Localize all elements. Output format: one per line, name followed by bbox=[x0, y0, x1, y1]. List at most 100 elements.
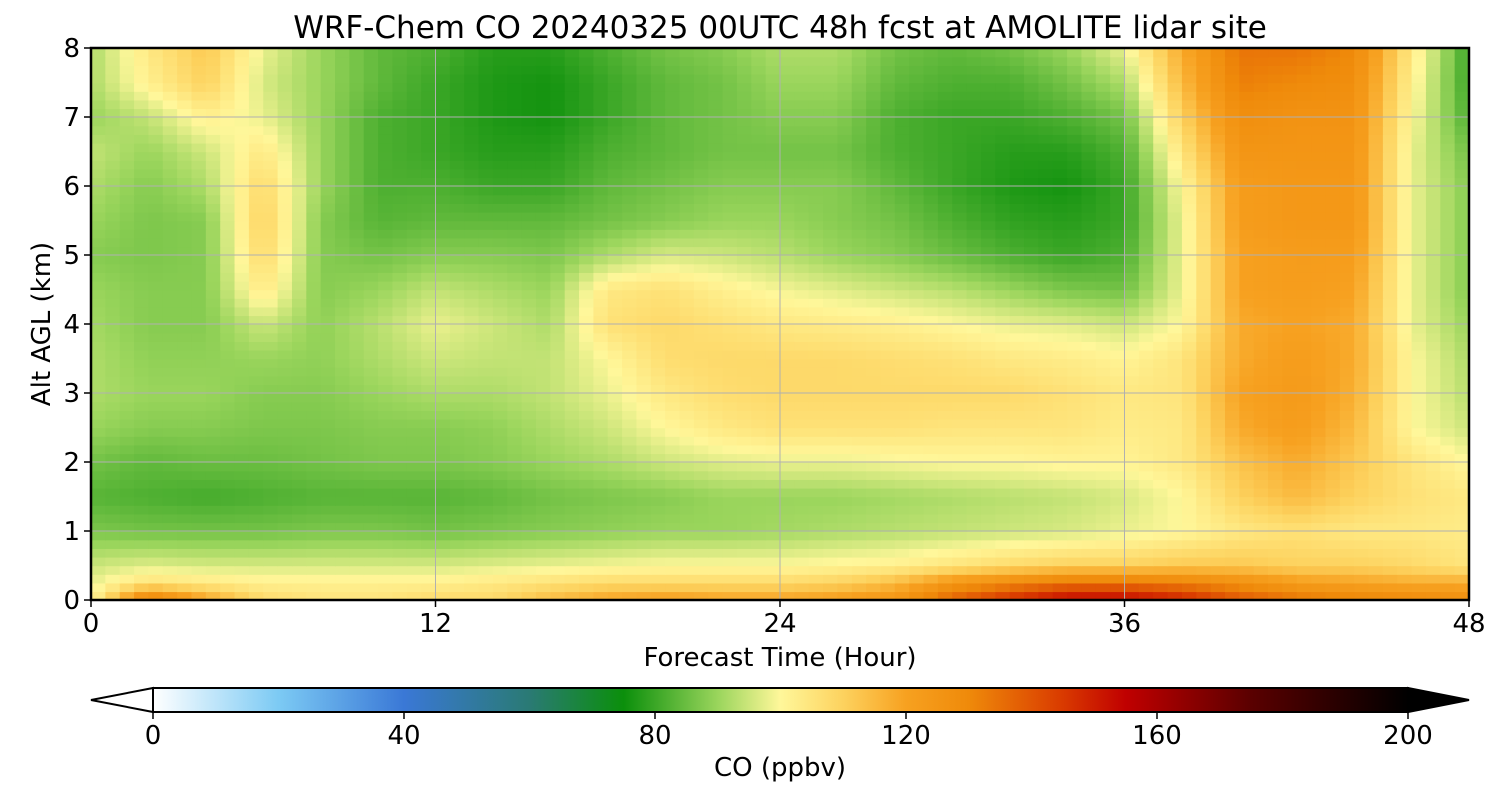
heatmap-cell bbox=[205, 479, 221, 489]
heatmap-cell bbox=[837, 151, 853, 161]
heatmap-cell bbox=[507, 436, 523, 446]
heatmap-cell bbox=[1052, 556, 1068, 567]
heatmap-cell bbox=[794, 548, 810, 558]
heatmap-cell bbox=[378, 591, 394, 600]
heatmap-cell bbox=[1339, 427, 1355, 437]
heatmap-cell bbox=[134, 367, 150, 377]
heatmap-cell bbox=[880, 479, 896, 489]
heatmap-cell bbox=[880, 306, 896, 317]
heatmap-cell bbox=[1081, 444, 1097, 455]
heatmap-cell bbox=[579, 582, 595, 593]
heatmap-cell bbox=[478, 315, 494, 325]
heatmap-cell bbox=[320, 531, 336, 541]
heatmap-cell bbox=[464, 479, 480, 489]
heatmap-cell bbox=[1268, 211, 1284, 222]
heatmap-cell bbox=[421, 444, 437, 455]
heatmap-cell bbox=[392, 384, 408, 394]
heatmap-cell bbox=[248, 280, 264, 291]
heatmap-cell bbox=[363, 548, 379, 558]
heatmap-cell bbox=[148, 211, 164, 222]
heatmap-cell bbox=[1153, 384, 1169, 394]
heatmap-cell bbox=[880, 280, 896, 291]
heatmap-cell bbox=[291, 531, 308, 541]
heatmap-cell bbox=[1239, 177, 1255, 187]
heatmap-cell bbox=[507, 160, 523, 170]
heatmap-cell bbox=[378, 151, 394, 161]
heatmap-cell bbox=[650, 393, 666, 403]
heatmap-cell bbox=[708, 418, 724, 429]
heatmap-cell bbox=[205, 358, 221, 368]
heatmap-cell bbox=[1009, 384, 1025, 394]
heatmap-cell bbox=[593, 177, 609, 187]
heatmap-cell bbox=[234, 444, 250, 455]
heatmap-cell bbox=[736, 375, 752, 386]
heatmap-cell bbox=[134, 341, 150, 351]
heatmap-cell bbox=[363, 462, 379, 472]
heatmap-cell bbox=[923, 220, 939, 230]
heatmap-cell bbox=[335, 194, 351, 204]
heatmap-cell bbox=[1368, 255, 1384, 265]
heatmap-cell bbox=[1110, 358, 1126, 368]
heatmap-cell bbox=[593, 539, 609, 549]
heatmap-cell bbox=[1368, 401, 1384, 411]
heatmap-cell bbox=[1095, 186, 1111, 196]
heatmap-cell bbox=[966, 496, 982, 506]
heatmap-cell bbox=[722, 160, 738, 170]
heatmap-cell bbox=[1052, 582, 1068, 593]
heatmap-cell bbox=[191, 349, 207, 360]
heatmap-cell bbox=[1454, 487, 1469, 498]
heatmap-cell bbox=[1397, 496, 1413, 506]
heatmap-cell bbox=[837, 194, 853, 204]
heatmap-cell bbox=[1138, 513, 1154, 524]
heatmap-cell bbox=[880, 436, 896, 446]
heatmap-cell bbox=[492, 574, 508, 584]
heatmap-cell bbox=[234, 229, 250, 239]
heatmap-cell bbox=[507, 582, 523, 593]
heatmap-cell bbox=[1454, 436, 1469, 446]
heatmap-cell bbox=[980, 418, 997, 429]
heatmap-cell bbox=[1052, 393, 1068, 403]
heatmap-cell bbox=[1181, 462, 1197, 472]
heatmap-cell bbox=[808, 341, 824, 351]
heatmap-cell bbox=[650, 151, 666, 161]
heatmap-cell bbox=[1239, 384, 1255, 394]
heatmap-cell bbox=[708, 255, 724, 265]
heatmap-cell bbox=[636, 298, 652, 308]
heatmap-cell bbox=[607, 574, 623, 584]
heatmap-cell bbox=[349, 384, 365, 394]
heatmap-cell bbox=[1124, 582, 1140, 593]
heatmap-cell bbox=[607, 591, 623, 600]
heatmap-cell bbox=[607, 220, 623, 230]
heatmap-cell bbox=[1411, 263, 1427, 273]
heatmap-cell bbox=[1296, 375, 1312, 386]
heatmap-cell bbox=[1153, 505, 1169, 515]
heatmap-cell bbox=[564, 496, 580, 506]
heatmap-cell bbox=[392, 263, 408, 273]
heatmap-cell bbox=[880, 496, 896, 506]
heatmap-cell bbox=[507, 177, 523, 187]
heatmap-cell bbox=[535, 177, 552, 187]
heatmap-cell bbox=[679, 358, 695, 368]
heatmap-cell bbox=[1124, 298, 1140, 308]
heatmap-cell bbox=[952, 341, 968, 351]
heatmap-cell bbox=[794, 487, 810, 498]
heatmap-cell bbox=[162, 237, 178, 248]
heatmap-cell bbox=[866, 565, 882, 575]
heatmap-cell bbox=[909, 237, 925, 248]
heatmap-cell bbox=[449, 548, 465, 558]
heatmap-cell bbox=[306, 410, 322, 420]
heatmap-cell bbox=[794, 591, 810, 600]
heatmap-cell bbox=[435, 237, 451, 248]
heatmap-cell bbox=[736, 410, 752, 420]
heatmap-cell bbox=[507, 289, 523, 299]
heatmap-cell bbox=[535, 211, 552, 222]
heatmap-cell bbox=[1009, 263, 1025, 273]
heatmap-cell bbox=[234, 194, 250, 204]
heatmap-cell bbox=[866, 393, 882, 403]
heatmap-cell bbox=[464, 582, 480, 593]
heatmap-cell bbox=[1382, 410, 1398, 420]
heatmap-cell bbox=[464, 462, 480, 472]
heatmap-cell bbox=[1224, 177, 1241, 187]
heatmap-cell bbox=[1138, 280, 1154, 291]
heatmap-cell bbox=[1095, 393, 1111, 403]
